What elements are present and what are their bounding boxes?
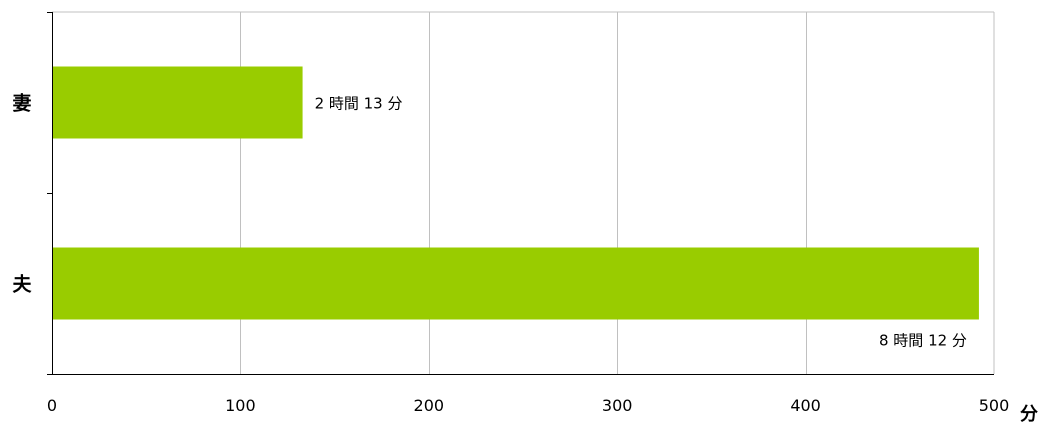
- x-axis-unit-label: 分: [1020, 404, 1038, 425]
- gridlines: [240, 12, 807, 374]
- x-tick-label-0: 0: [47, 396, 57, 415]
- bar-1: [52, 247, 979, 320]
- plot-frame: [52, 11, 995, 374]
- data-labels: 2 時間 13 分 8 時間 12 分: [315, 95, 967, 350]
- bars: [52, 66, 979, 320]
- x-tick-label-100: 100: [225, 396, 256, 415]
- x-tick-label-300: 300: [602, 396, 633, 415]
- x-tick-labels: 0 100 200 300 400 500: [47, 396, 1009, 415]
- x-tick-label-200: 200: [414, 396, 445, 415]
- axes: [47, 12, 994, 375]
- bar-0: [52, 66, 303, 139]
- data-label-1: 8 時間 12 分: [879, 332, 967, 350]
- category-label-1: 夫: [12, 274, 32, 296]
- x-tick-label-400: 400: [790, 396, 821, 415]
- category-label-0: 妻: [12, 92, 31, 115]
- x-tick-label-500: 500: [979, 396, 1010, 415]
- category-labels: 妻夫: [12, 92, 32, 296]
- data-label-0: 2 時間 13 分: [315, 95, 403, 113]
